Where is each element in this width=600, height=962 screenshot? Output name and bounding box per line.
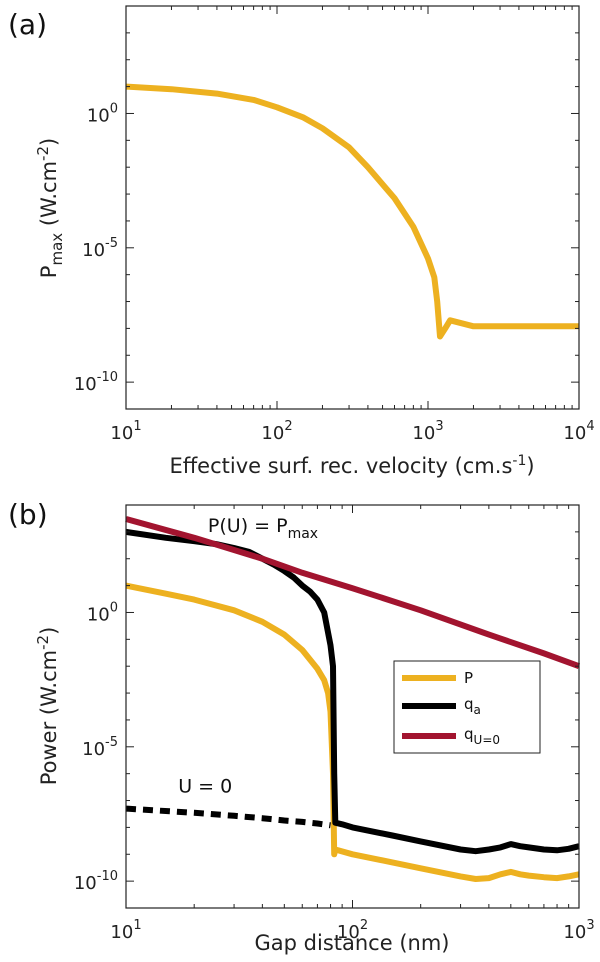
panel-b-xlabel: Gap distance (nm) (255, 931, 450, 955)
panel-a-y-tick-label: 100 (87, 101, 118, 126)
panel-a-series-line-0 (125, 83, 579, 340)
panel-a-x-tick-label: 101 (110, 419, 141, 444)
panel-b-ylabel: Power (W.cm-2) (34, 627, 61, 786)
legend: P qa qU=0 (393, 660, 541, 754)
panel-a-ticks: 101 102 103 104 100 10-5 10-10 (74, 5, 595, 444)
panel-a-y-tick-label: 10-5 (82, 236, 118, 261)
legend-label-p: P (464, 669, 473, 687)
panel-b-series (125, 516, 581, 882)
panel-b-x-tick-label: 103 (563, 918, 594, 943)
panel-a-x-tick-label: 102 (261, 419, 292, 444)
panel-a-xlabel: Effective surf. rec. velocity (cm.s-1) (169, 453, 534, 478)
annotation-pmax: P(U) = Pmax (208, 515, 318, 542)
panel-a: (a) 101 102 103 104 100 10-5 10-10 Effective s… (8, 5, 595, 478)
legend-label-qu0: qU=0 (464, 725, 500, 747)
panel-b-x-tick-label: 101 (110, 918, 141, 943)
panel-label-b: (b) (8, 498, 48, 531)
panel-label-a: (a) (8, 8, 47, 41)
panel-b-x-tick-label: 102 (337, 918, 368, 943)
panel-b-y-tick-label: 10-5 (82, 735, 118, 760)
panel-b-ticks: 101 102 103 100 10-5 10-10 (74, 504, 595, 943)
panel-b-series-line-2 (125, 516, 581, 670)
panel-a-x-tick-label: 103 (412, 419, 443, 444)
annotation-u-zero: U = 0 (178, 775, 232, 797)
panel-b-y-tick-label: 10-10 (74, 869, 118, 894)
panel-b-series-line-3 (125, 805, 331, 829)
legend-label-qa: qa (464, 695, 481, 717)
panel-a-series (125, 83, 579, 340)
panel-a-x-tick-label: 104 (563, 419, 594, 444)
panel-a-ylabel: Pmax (W.cm-2) (34, 138, 66, 278)
panel-b-series-line-0 (125, 582, 580, 882)
panel-a-axes-frame (125, 5, 580, 410)
panel-b: (b) 101 102 103 100 10-5 10-10 Gap distance (… (8, 498, 595, 955)
panel-a-y-tick-label: 10-10 (74, 370, 118, 395)
panel-b-y-tick-label: 100 (87, 600, 118, 625)
